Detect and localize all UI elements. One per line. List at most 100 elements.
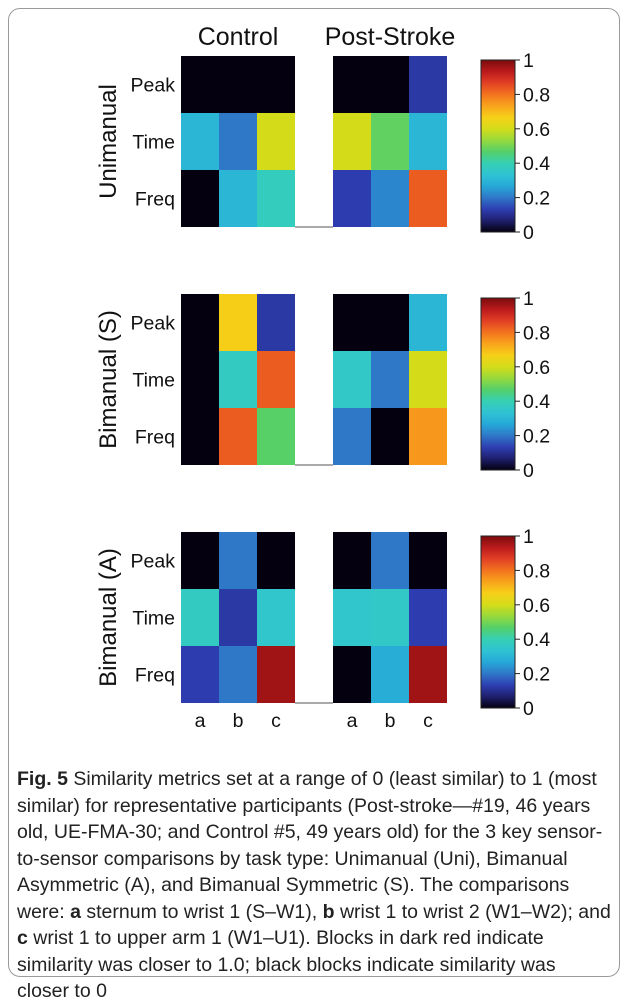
- heatmap-cell: [409, 408, 447, 465]
- heatmap-cell: [409, 532, 447, 589]
- row-label: Peak: [131, 75, 176, 97]
- caption-label-b: b: [322, 900, 335, 923]
- colorbar-tick-label: 0: [523, 460, 534, 482]
- caption-label-a: a: [70, 900, 81, 923]
- heatmap-cell: [333, 170, 371, 227]
- heatmap-cell: [409, 589, 447, 646]
- caption-text-b: wrist 1 to wrist 2 (W1–W2); and: [334, 900, 611, 923]
- heatmap-cell: [257, 589, 295, 646]
- heatmap-cell: [409, 56, 447, 113]
- heatmap-cell: [371, 532, 409, 589]
- heatmap-panel: Peak Time Freq Unimanual 0 0.2 0.4 0.6 0.8 1: [95, 50, 550, 244]
- colorbar-tick-label: 0.2: [523, 426, 550, 448]
- colorbar-tick-label: 0.4: [523, 629, 550, 651]
- heatmap-cell: [219, 646, 257, 703]
- caption-text-intro: Similarity metrics set at a range of 0 (…: [17, 768, 603, 923]
- heatmap-cell: [333, 113, 371, 170]
- group-title: Post-Stroke: [325, 23, 456, 51]
- heatmap-cell: [409, 351, 447, 408]
- heatmap-cell: [181, 646, 219, 703]
- group-title: Control: [198, 23, 279, 51]
- heatmap-cell: [257, 408, 295, 465]
- colorbar: [480, 535, 516, 709]
- colorbar-tick-label: 1: [523, 50, 534, 72]
- heatmap-cell: [333, 351, 371, 408]
- row-label: Peak: [131, 551, 176, 573]
- heatmap-cell: [333, 294, 371, 351]
- heatmap-cell: [257, 646, 295, 703]
- heatmap-cell: [181, 532, 219, 589]
- colorbar-tick-label: 0.4: [523, 391, 550, 413]
- heatmap-cell: [181, 408, 219, 465]
- heatmap-cell: [333, 646, 371, 703]
- colorbar: [480, 59, 516, 233]
- heatmap-cell: [333, 532, 371, 589]
- panel-label: Bimanual (A): [95, 548, 122, 687]
- colorbar-tick-label: 0: [523, 222, 534, 244]
- caption-text-a: sternum to wrist 1 (S–W1),: [80, 900, 323, 923]
- heatmap-cell: [257, 56, 295, 113]
- colorbar-tick-label: 0.8: [523, 84, 550, 106]
- heatmap-cell: [371, 408, 409, 465]
- row-label: Peak: [131, 313, 176, 335]
- figure-frame: [8, 8, 620, 977]
- colorbar-tick-label: 0: [523, 698, 534, 720]
- figure-caption: Fig. 5 Similarity metrics set at a range…: [17, 766, 613, 1005]
- heatmap-cell: [181, 351, 219, 408]
- heatmap-cell: [371, 294, 409, 351]
- heatmap-figure: Control Post-Stroke Peak Time Freq Unimanual 0…: [95, 23, 550, 732]
- column-label: c: [423, 710, 433, 732]
- heatmap-cell: [219, 408, 257, 465]
- row-label: Time: [132, 370, 175, 392]
- caption-label-c: c: [17, 927, 28, 949]
- heatmap-cell: [219, 113, 257, 170]
- caption-text-c: wrist 1 to upper arm 1 (W1–U1). Blocks i…: [17, 927, 556, 1002]
- column-label: b: [233, 710, 244, 732]
- colorbar-tick-label: 0.6: [523, 595, 550, 617]
- heatmap-cell: [181, 589, 219, 646]
- panel-label: Unimanual: [95, 84, 122, 199]
- heatmap-cell: [219, 532, 257, 589]
- colorbar-tick-label: 0.8: [523, 560, 550, 582]
- row-label: Time: [132, 608, 175, 630]
- heatmap-cell: [219, 56, 257, 113]
- heatmap-cell: [371, 351, 409, 408]
- heatmap-cell: [409, 294, 447, 351]
- heatmap-cell: [257, 170, 295, 227]
- heatmap-cell: [181, 113, 219, 170]
- heatmap-cell: [257, 532, 295, 589]
- heatmap-panel: Peak Time Freq Bimanual (A) 0 0.2 0.4 0.6 0.8 1: [95, 526, 550, 720]
- heatmap-cell: [219, 589, 257, 646]
- heatmap-cell: [371, 56, 409, 113]
- heatmap-cell: [219, 351, 257, 408]
- colorbar-tick-label: 0.2: [523, 664, 550, 686]
- heatmap-cell: [371, 113, 409, 170]
- heatmap-cell: [257, 113, 295, 170]
- heatmap-cell: [219, 294, 257, 351]
- column-label: a: [195, 710, 206, 732]
- row-label: Time: [132, 132, 175, 154]
- row-label: Freq: [135, 189, 175, 211]
- heatmap-cell: [371, 589, 409, 646]
- heatmap-cell: [333, 408, 371, 465]
- colorbar-tick-label: 0.6: [523, 357, 550, 379]
- caption-fig-label: Fig. 5: [17, 768, 68, 790]
- heatmap-cell: [409, 170, 447, 227]
- row-label: Freq: [135, 427, 175, 449]
- heatmap-cell: [333, 56, 371, 113]
- colorbar-tick-label: 0.8: [523, 322, 550, 344]
- heatmap-panel: Peak Time Freq Bimanual (S) 0 0.2 0.4 0.6 0.8 1: [95, 288, 550, 482]
- heatmap-cell: [257, 351, 295, 408]
- heatmap-cell: [181, 56, 219, 113]
- heatmap-cell: [409, 646, 447, 703]
- heatmap-cell: [371, 170, 409, 227]
- colorbar-tick-label: 0.4: [523, 153, 550, 175]
- colorbar: [480, 297, 516, 471]
- heatmap-cell: [409, 113, 447, 170]
- colorbar-tick-label: 0.6: [523, 119, 550, 141]
- heatmap-cell: [257, 294, 295, 351]
- colorbar-tick-label: 1: [523, 526, 534, 548]
- heatmap-cell: [219, 170, 257, 227]
- heatmap-cell: [181, 294, 219, 351]
- heatmap-cell: [371, 646, 409, 703]
